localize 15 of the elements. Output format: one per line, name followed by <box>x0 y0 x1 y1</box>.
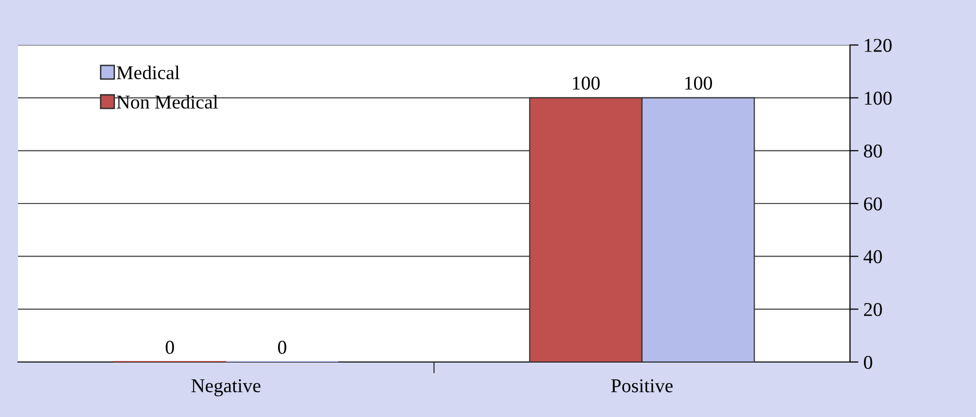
y-tick-label: 120 <box>864 38 892 52</box>
y-tick-label: 0 <box>864 356 872 369</box>
y-tick-label: 20 <box>864 302 882 316</box>
data-label: 0 <box>166 340 174 354</box>
y-tick-label: 40 <box>864 250 882 264</box>
x-tick-label: Negative <box>191 379 260 396</box>
data-label: 0 <box>278 340 286 354</box>
data-label: 100 <box>685 76 712 90</box>
legend-label: Medical <box>116 66 180 80</box>
data-label: 100 <box>572 76 600 90</box>
y-tick-label: 60 <box>864 197 882 210</box>
x-tick-label: Positive <box>611 379 673 392</box>
y-tick-label: 100 <box>864 92 892 105</box>
legend-label: Non Medical <box>116 94 218 109</box>
y-tick-label: 80 <box>864 144 882 158</box>
